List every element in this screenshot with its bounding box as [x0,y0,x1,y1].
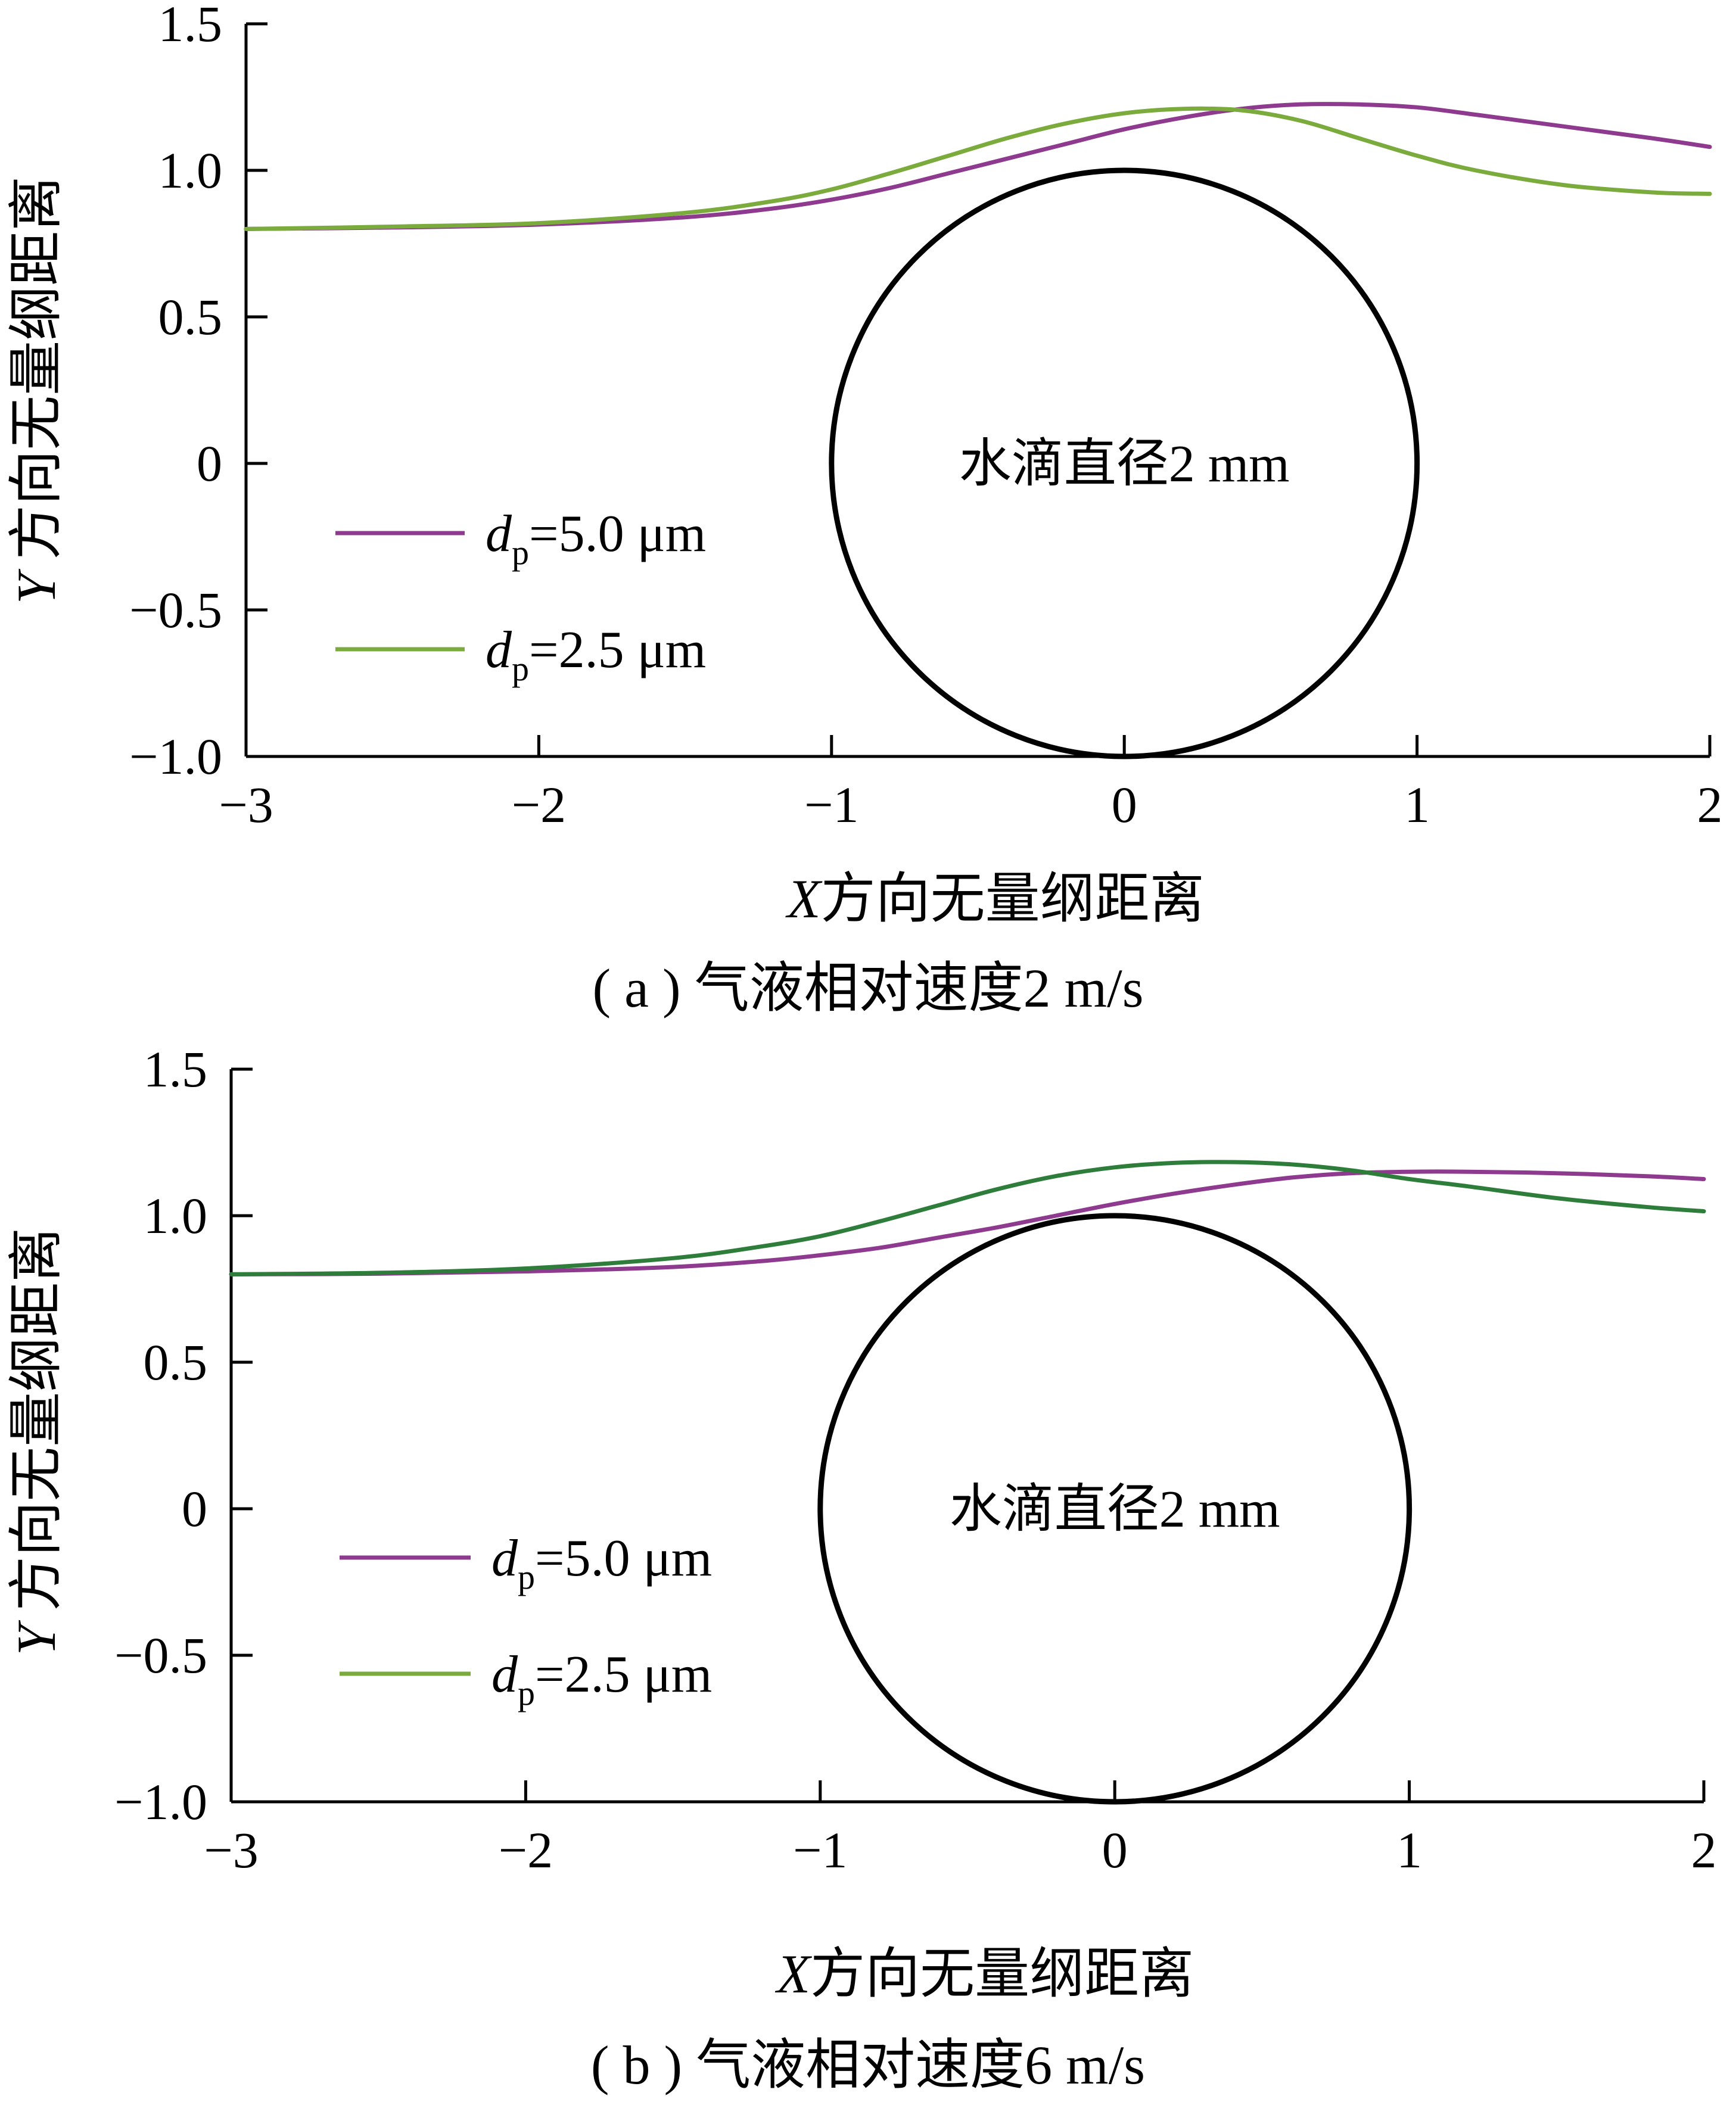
series-line-dp-5-0 [244,102,1712,231]
y-tick-label: 0.5 [144,1334,208,1391]
y-axis-label: Y 方向无量纲距离 [6,1228,67,1655]
y-tick-label: 1.0 [158,142,223,199]
panel-caption: ( b ) 气液相对速度6 m/s [591,2035,1145,2095]
legend-label-dp-5-0: dp=5.0 μm [486,505,706,572]
x-tick-label: −1 [804,776,859,833]
y-tick-label: 1.5 [144,1041,208,1098]
y-axis-label: Y 方向无量纲距离 [6,176,67,604]
x-tick-label: 0 [1102,1821,1128,1879]
y-tick-label: 0 [197,435,222,492]
droplet-label: 水滴直径2 mm [959,435,1290,493]
y-tick-label: −0.5 [114,1627,207,1684]
y-tick-label: −1.0 [129,728,222,785]
series-line-dp-2-5 [229,1160,1706,1276]
x-tick-label: −3 [219,776,273,833]
series-line-dp-5-0 [229,1169,1706,1276]
legend-label-dp-5-0: dp=5.0 μm [491,1530,712,1596]
y-tick-label: −1.0 [114,1773,207,1830]
droplet-label: 水滴直径2 mm [950,1481,1280,1539]
legend-label-dp-2-5: dp=2.5 μm [491,1646,712,1712]
droplet-circle [817,1213,1413,1805]
x-tick-label: 0 [1112,776,1137,833]
series-line-dp-2-5 [244,106,1712,231]
y-tick-label: 0.5 [158,288,223,345]
panel-caption: ( a ) 气液相对速度2 m/s [592,958,1143,1019]
x-tick-label: 2 [1691,1821,1717,1879]
x-tick-label: −3 [204,1821,259,1879]
x-tick-label: −2 [499,1821,553,1879]
y-tick-label: 1.5 [158,0,223,52]
x-axis-label: X方向无量纲距离 [774,1944,1194,2004]
x-tick-label: 2 [1697,776,1723,833]
x-tick-label: 1 [1396,1821,1422,1879]
x-tick-label: −1 [793,1821,848,1879]
y-tick-label: 1.0 [144,1187,208,1244]
y-tick-label: 0 [182,1480,207,1537]
x-axis-label: X方向无量纲距离 [785,868,1204,929]
x-tick-label: 1 [1404,776,1430,833]
chart-panel-a: −1.0 −0.5 0 0.5 1.0 1.5 −3 −2 −1 0 1 2 水滴直径2 mm dp=5.… [6,0,1723,1019]
chart-panel-b: −1.0 −0.5 0 0.5 1.0 1.5 −3 −2 −1 0 1 2 水滴直径2 mm dp=5.… [6,1041,1717,2095]
y-tick-label: −0.5 [129,581,222,639]
legend-label-dp-2-5: dp=2.5 μm [486,621,706,688]
droplet-circle [829,167,1420,759]
x-tick-label: −2 [512,776,567,833]
